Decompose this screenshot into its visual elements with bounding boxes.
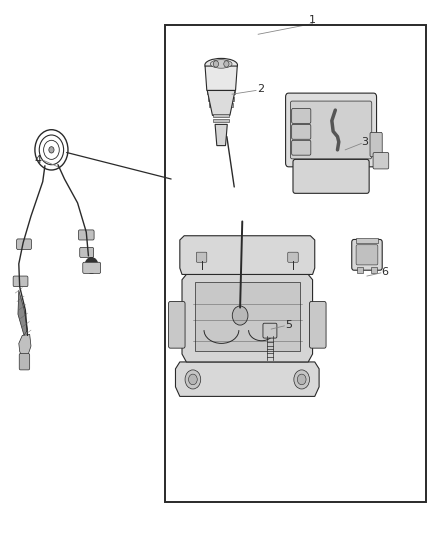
FancyBboxPatch shape	[263, 323, 277, 338]
Circle shape	[294, 370, 310, 389]
Circle shape	[232, 306, 248, 325]
Bar	[213, 114, 229, 117]
Polygon shape	[18, 290, 28, 335]
FancyBboxPatch shape	[83, 262, 101, 273]
Circle shape	[85, 257, 98, 273]
Text: 3: 3	[361, 137, 368, 147]
Bar	[209, 103, 233, 108]
FancyBboxPatch shape	[373, 152, 389, 169]
FancyBboxPatch shape	[370, 132, 382, 157]
Circle shape	[49, 147, 54, 153]
FancyBboxPatch shape	[17, 239, 32, 249]
FancyBboxPatch shape	[196, 252, 207, 262]
FancyBboxPatch shape	[292, 140, 311, 155]
FancyBboxPatch shape	[19, 353, 30, 370]
Text: 1: 1	[309, 15, 316, 25]
Circle shape	[185, 370, 201, 389]
Bar	[207, 90, 235, 94]
Text: 5: 5	[285, 320, 292, 330]
FancyBboxPatch shape	[292, 124, 311, 139]
Polygon shape	[19, 334, 31, 358]
Ellipse shape	[210, 60, 232, 68]
Circle shape	[188, 374, 197, 385]
FancyBboxPatch shape	[293, 159, 369, 193]
FancyBboxPatch shape	[13, 276, 28, 287]
Bar	[208, 97, 234, 101]
FancyBboxPatch shape	[290, 101, 372, 159]
Polygon shape	[182, 274, 313, 362]
FancyBboxPatch shape	[310, 302, 326, 348]
Polygon shape	[215, 124, 227, 146]
FancyBboxPatch shape	[352, 239, 382, 270]
Bar	[357, 266, 363, 273]
Bar	[371, 266, 377, 273]
Bar	[165, 25, 426, 503]
Text: 2: 2	[257, 84, 264, 94]
Ellipse shape	[205, 59, 237, 71]
FancyBboxPatch shape	[288, 252, 298, 262]
Bar	[213, 119, 229, 122]
Polygon shape	[205, 66, 237, 91]
FancyBboxPatch shape	[286, 93, 377, 167]
Polygon shape	[176, 362, 319, 397]
Circle shape	[297, 374, 306, 385]
FancyBboxPatch shape	[356, 245, 378, 265]
FancyBboxPatch shape	[78, 230, 94, 240]
FancyBboxPatch shape	[80, 247, 94, 257]
Circle shape	[213, 61, 219, 67]
FancyBboxPatch shape	[169, 302, 185, 348]
Polygon shape	[180, 236, 315, 274]
Text: 6: 6	[381, 267, 388, 277]
FancyBboxPatch shape	[292, 109, 311, 123]
Bar	[195, 282, 300, 351]
Circle shape	[224, 61, 229, 67]
Text: 4: 4	[35, 156, 42, 165]
Polygon shape	[207, 91, 235, 115]
Bar	[356, 238, 378, 243]
